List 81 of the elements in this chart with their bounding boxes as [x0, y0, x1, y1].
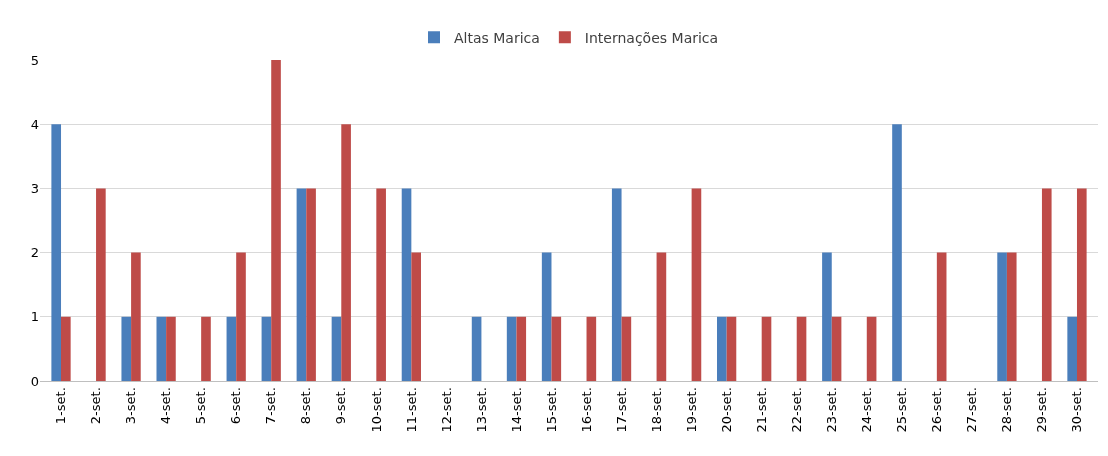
bar: [506, 316, 517, 381]
bar: [611, 188, 622, 381]
x-tick-label: 8-set.: [298, 387, 314, 425]
bar: [717, 316, 727, 381]
bar: [201, 316, 211, 381]
bar: [156, 316, 167, 381]
bar: [61, 316, 71, 381]
x-tick-label: 22-set.: [788, 387, 804, 433]
bar: [822, 252, 832, 381]
bar: [226, 316, 237, 381]
y-tick-label: 3: [30, 180, 39, 196]
bar: [936, 252, 947, 381]
bar: [796, 316, 807, 381]
x-tick-label: 29-set.: [1034, 387, 1050, 433]
x-tick-label: 28-set.: [999, 387, 1015, 433]
y-tick-label: 5: [30, 52, 39, 68]
bar: [296, 188, 307, 381]
y-tick-label: 1: [30, 309, 39, 325]
x-tick-label: 11-set.: [403, 387, 419, 433]
x-tick-label: 13-set.: [473, 387, 489, 433]
bar: [411, 252, 421, 381]
bar: [306, 188, 316, 381]
x-tick-label: 9-set.: [333, 387, 349, 425]
x-tick-label: 4-set.: [158, 387, 174, 425]
bar: [471, 316, 482, 381]
x-tick-label: 19-set.: [683, 387, 699, 433]
bar: [656, 252, 667, 381]
x-tick-label: 1-set.: [53, 387, 69, 425]
bar: [271, 60, 281, 381]
x-tick-label: 2-set.: [88, 387, 104, 425]
x-tick-label: 27-set.: [964, 387, 980, 433]
legend-label: Altas Marica: [454, 29, 540, 46]
bar: [541, 252, 552, 381]
bar: [341, 124, 351, 381]
bar: [401, 188, 412, 381]
bar: [516, 316, 527, 381]
x-tick-label: 30-set.: [1069, 387, 1085, 433]
bar: [866, 316, 877, 381]
bar: [376, 188, 386, 381]
legend-label: Internações Marica: [584, 29, 719, 46]
y-tick-label: 0: [30, 373, 39, 389]
bar: [121, 316, 132, 381]
bar: [1041, 188, 1052, 381]
x-tick-label: 12-set.: [438, 387, 454, 433]
bar: [131, 252, 141, 381]
x-tick-label: 23-set.: [823, 387, 839, 433]
x-tick-label: 25-set.: [894, 387, 910, 433]
bar: [761, 316, 772, 381]
bar: [1006, 252, 1017, 381]
bar: [1076, 188, 1087, 381]
bar: [96, 188, 106, 381]
bar: [166, 316, 176, 381]
x-tick-label: 3-set.: [123, 387, 139, 425]
bar: [586, 316, 597, 381]
x-tick-label: 18-set.: [648, 387, 664, 433]
bar: [726, 316, 737, 381]
x-tick-label: 26-set.: [929, 387, 945, 433]
x-tick-label: 24-set.: [859, 387, 875, 433]
x-tick-label: 16-set.: [578, 387, 594, 433]
y-tick-label: 4: [30, 116, 39, 132]
bar: [621, 316, 632, 381]
bar: [236, 252, 246, 381]
bar: [261, 316, 272, 381]
x-tick-label: 7-set.: [263, 387, 279, 425]
x-tick-label: 17-set.: [613, 387, 629, 433]
bar: [892, 124, 902, 381]
bar: [331, 316, 342, 381]
x-tick-label: 21-set.: [753, 387, 769, 433]
bar: [51, 124, 62, 381]
x-tick-label: 14-set.: [508, 387, 524, 433]
bar: [997, 252, 1007, 381]
bar: [1067, 316, 1077, 381]
x-tick-label: 10-set.: [368, 387, 384, 433]
y-tick-label: 2: [30, 245, 39, 261]
x-tick-label: 5-set.: [193, 387, 209, 425]
bar: [691, 188, 702, 381]
x-tick-label: 15-set.: [543, 387, 559, 433]
x-tick-label: 6-set.: [228, 387, 244, 425]
bar: [551, 316, 562, 381]
x-tick-label: 20-set.: [718, 387, 734, 433]
bar: [831, 316, 842, 381]
